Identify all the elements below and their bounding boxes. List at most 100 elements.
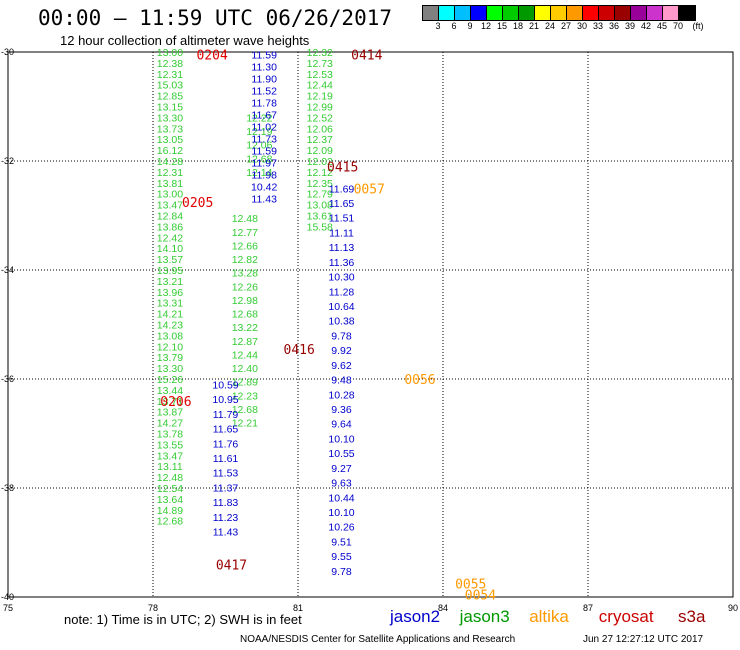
wave-height-value: 12.44: [232, 349, 258, 361]
color-scale-label: 21: [528, 21, 540, 31]
color-scale-label: 45: [656, 21, 668, 31]
wave-height-value: 11.43: [251, 194, 277, 206]
wave-height-value: 9.78: [331, 566, 352, 578]
wave-height-value: 14.89: [157, 505, 183, 517]
wave-height-value: 13.64: [157, 494, 183, 506]
pass-time-label: 0057: [354, 182, 385, 197]
color-scale-swatch: [663, 6, 679, 20]
wave-height-value: 13.96: [157, 287, 183, 299]
wave-height-value: 14.27: [157, 418, 183, 430]
wave-height-value: 15.26: [157, 374, 183, 386]
wave-height-value: 10.10: [328, 507, 354, 519]
wave-height-value: 13.28: [232, 268, 258, 280]
wave-height-value: 11.43: [213, 527, 239, 539]
wave-height-value: 11.53: [213, 468, 239, 480]
wave-height-value: 12.19: [246, 126, 272, 138]
wave-height-value: 12.68: [246, 153, 272, 165]
wave-height-value: 11.52: [251, 86, 277, 98]
wave-height-value: 14.28: [157, 156, 183, 168]
wave-height-value: 13.15: [157, 102, 183, 114]
pass-time-label: 0056: [404, 373, 435, 388]
wave-height-value: 10.64: [328, 301, 354, 313]
wave-height-value: 13.08: [157, 330, 183, 342]
wave-height-value: 13.00: [157, 47, 183, 59]
wave-height-value: 13.21: [157, 276, 183, 288]
wave-height-value: 10.28: [328, 389, 354, 401]
longitude-tick-label: 87: [583, 603, 593, 613]
wave-height-value: 12.32: [307, 47, 333, 59]
wave-height-value: 10.55: [328, 448, 354, 460]
wave-height-value: 9.62: [331, 360, 352, 372]
wave-height-value: 12.98: [232, 295, 258, 307]
wave-height-value: 13.87: [157, 407, 183, 419]
wave-height-value: 14.10: [157, 243, 183, 255]
latitude-tick-label: -34: [1, 265, 14, 275]
legend-jason2: jason2: [390, 607, 441, 626]
wave-height-value: 15.58: [307, 221, 333, 233]
wave-height-value: 12.09: [307, 145, 333, 157]
wave-height-value: 9.36: [331, 404, 352, 416]
wave-height-value: 11.11: [329, 227, 354, 239]
wave-height-value: 11.79: [213, 409, 239, 421]
wave-height-value: 16.12: [157, 145, 183, 157]
color-scale-swatch: [503, 6, 519, 20]
color-scale-swatch: [567, 6, 583, 20]
wave-height-value: 12.40: [232, 363, 258, 375]
wave-height-value: 11.23: [213, 512, 239, 524]
wave-height-value: 12.52: [307, 112, 333, 124]
wave-height-value: 11.76: [213, 438, 239, 450]
wave-height-value: 14.23: [157, 320, 183, 332]
wave-height-value: 13.86: [157, 221, 183, 233]
wave-height-value: 11.59: [251, 50, 277, 62]
color-scale-swatch: [615, 6, 631, 20]
wave-height-value: 9.51: [331, 536, 352, 548]
pass-time-label: 0206: [160, 395, 191, 410]
wave-height-value: 13.79: [157, 352, 183, 364]
wave-height-value: 12.84: [157, 211, 183, 223]
color-scale-swatch: [519, 6, 535, 20]
wave-height-value: 12.82: [232, 254, 258, 266]
wave-height-value: 12.06: [246, 140, 272, 152]
color-scale-label: 30: [576, 21, 588, 31]
color-scale-swatch: [535, 6, 551, 20]
wave-height-value: 11.37: [213, 482, 239, 494]
color-scale-label: 24: [544, 21, 556, 31]
wave-height-value: 11.98: [251, 170, 277, 182]
color-scale-label: 27: [560, 21, 572, 31]
wave-height-value: 13.57: [157, 254, 183, 266]
wave-height-value: 13.55: [157, 439, 183, 451]
wave-height-value: 11.65: [213, 424, 239, 436]
wave-height-value: 12.19: [307, 91, 333, 103]
color-scale-label: 70: [672, 21, 684, 31]
pass-time-label: 0417: [216, 558, 247, 573]
wave-height-value: 12.35: [307, 178, 333, 190]
wave-height-value: 12.44: [307, 80, 333, 92]
color-scale-swatch: [583, 6, 599, 20]
wave-height-value: 12.26: [232, 281, 258, 293]
latitude-tick-label: -36: [1, 374, 14, 384]
wave-height-value: 13.30: [157, 363, 183, 375]
wave-height-value: 13.11: [157, 461, 183, 473]
wave-height-value: 13.05: [157, 134, 183, 146]
color-scale-swatch: [471, 6, 487, 20]
wave-height-value: 11.28: [329, 286, 355, 298]
map-frame: [7, 51, 734, 598]
color-scale-swatch: [647, 6, 663, 20]
generation-timestamp: Jun 27 12:27:12 UTC 2017: [583, 634, 704, 645]
wave-height-value: 12.31: [157, 167, 183, 179]
color-scale-swatch: [423, 6, 439, 20]
wave-height-value: 13.95: [157, 265, 183, 277]
wave-height-value: 10.95: [212, 394, 238, 406]
wave-height-value: 12.68: [157, 516, 183, 528]
wave-height-value: 13.78: [157, 429, 183, 441]
wave-height-value: 11.51: [329, 213, 355, 225]
wave-height-value: 11.69: [329, 183, 355, 195]
wave-height-value: 11.30: [251, 62, 277, 74]
color-scale-label: 36: [608, 21, 620, 31]
legend-jason3: jason3: [459, 607, 510, 626]
wave-height-value: 11.61: [213, 453, 239, 465]
wave-height-value: 11.65: [329, 198, 355, 210]
wave-height-value: 12.85: [157, 91, 183, 103]
pass-time-label: 0416: [284, 343, 315, 358]
pass-time-label: 0054: [465, 588, 496, 603]
